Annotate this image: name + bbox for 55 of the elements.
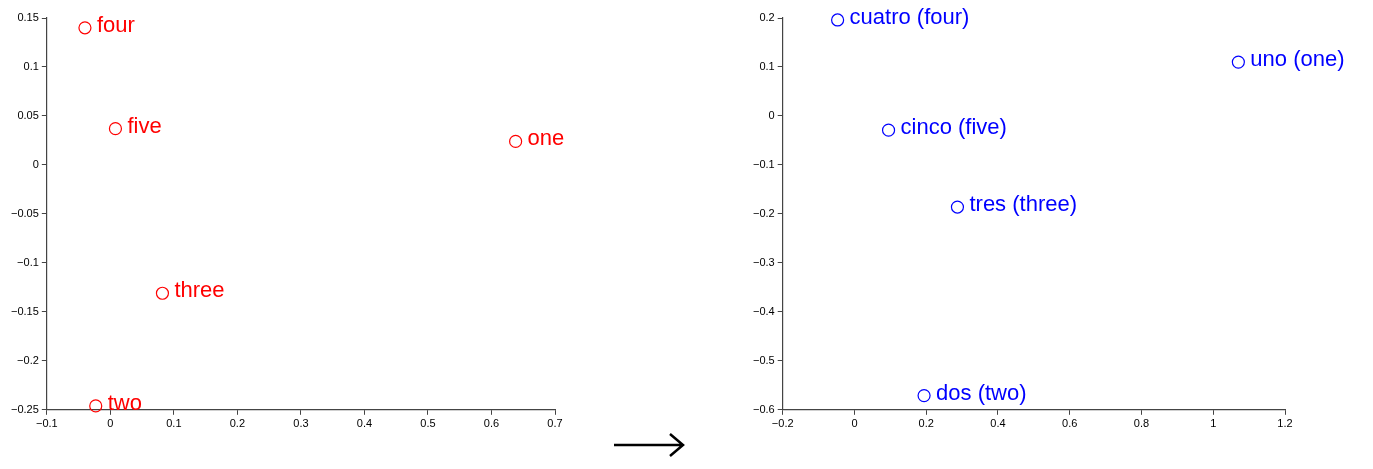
annotation: cuatro (four): [849, 4, 970, 30]
x-tick-label: 0.2: [918, 417, 934, 430]
x-tick-label: 0.1: [166, 417, 182, 430]
x-tick-label: 0.6: [483, 417, 500, 430]
x-tick-label: 1.2: [1277, 417, 1293, 430]
annotation: tres (three): [969, 191, 1078, 217]
y-tick-label: 0.05: [17, 108, 39, 121]
point: [917, 389, 931, 403]
y-tick-label: −0.6: [753, 402, 775, 415]
x-tick-label: 0.6: [1062, 417, 1078, 430]
y-tick-label: 0.15: [17, 11, 39, 24]
x-tick-label: 0.2: [229, 417, 246, 430]
x-tick-label: 0.8: [1133, 417, 1150, 430]
x-tick-label: 0.4: [990, 417, 1006, 430]
point: [78, 21, 92, 35]
x-tick-label: −0.2: [771, 417, 794, 430]
y-tick-label: −0.4: [753, 304, 775, 317]
annotation: one: [527, 125, 565, 151]
x-tick-label: 0.7: [547, 417, 563, 430]
annotation: two: [107, 389, 142, 415]
point: [108, 122, 123, 136]
x-tick-label: 0.5: [420, 417, 436, 430]
annotation: three: [174, 277, 225, 303]
annotation: four: [96, 11, 135, 37]
y-tick-label: 0.1: [23, 60, 39, 73]
x-tick-label: −0.1: [35, 417, 58, 430]
point: [155, 286, 170, 300]
point: [881, 123, 896, 137]
y-tick-label: −0.5: [753, 353, 775, 366]
y-tick-label: −0.3: [753, 255, 775, 268]
y-tick-label: −0.1: [17, 255, 39, 268]
y-tick-label: −0.25: [10, 402, 39, 415]
y-tick-label: −0.05: [10, 206, 39, 219]
x-tick-label: 1: [1210, 417, 1217, 430]
y-tick-label: −0.15: [10, 304, 39, 317]
y-tick-label: 0: [32, 157, 39, 170]
y-tick-label: 0: [768, 108, 775, 121]
x-tick-label: 0.3: [293, 417, 309, 430]
y-tick-label: −0.2: [753, 206, 775, 219]
point: [1231, 55, 1245, 69]
annotation: dos (two): [936, 379, 1027, 405]
y-tick-label: −0.2: [17, 353, 39, 366]
y-tick-label: 0.1: [759, 60, 775, 73]
point: [950, 200, 965, 214]
y-tick-label: 0.2: [759, 11, 775, 24]
x-tick-label: 0: [851, 417, 858, 430]
x-tick-label: 0: [107, 417, 114, 430]
annotation: five: [127, 112, 162, 138]
point: [89, 399, 103, 413]
point: [831, 13, 845, 27]
point: [509, 134, 523, 149]
x-tick-label: 0.4: [356, 417, 373, 430]
y-tick-label: −0.1: [753, 157, 775, 170]
annotation: uno (one): [1250, 46, 1345, 72]
annotation: cinco (five): [900, 114, 1007, 140]
